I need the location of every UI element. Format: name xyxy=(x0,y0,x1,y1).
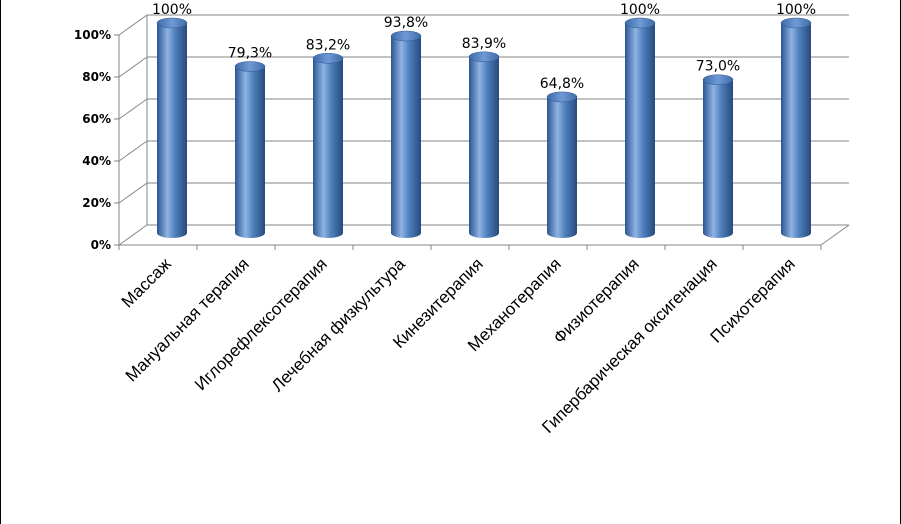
grid-diagonal xyxy=(118,224,148,246)
grid-diagonal xyxy=(118,14,148,36)
y-tick-label: 0% xyxy=(91,238,111,252)
data-label: 79,3% xyxy=(228,45,272,61)
bar-top xyxy=(312,53,344,64)
bar-body xyxy=(235,66,265,238)
bar xyxy=(624,17,656,238)
y-tick-label: 40% xyxy=(82,154,111,168)
bar-body xyxy=(547,96,577,238)
bar xyxy=(156,17,188,238)
category-label: Массаж xyxy=(118,254,175,311)
y-tick-label: 20% xyxy=(82,196,111,210)
bar xyxy=(312,53,344,238)
data-label: 83,9% xyxy=(462,36,506,52)
bar-top xyxy=(468,51,500,63)
bar-top xyxy=(390,30,422,42)
bars-layer xyxy=(156,17,812,239)
grid-diagonal xyxy=(118,56,148,78)
data-label: 64,8% xyxy=(540,76,584,92)
data-label: 100% xyxy=(152,2,192,18)
grid-diagonal xyxy=(118,140,148,162)
bar-top xyxy=(702,74,734,85)
bar-body xyxy=(313,58,343,238)
bar xyxy=(468,51,500,239)
grid-diagonal xyxy=(118,98,148,120)
bar-body xyxy=(781,23,811,238)
bar xyxy=(780,17,812,238)
category-label: Иглорефлексотерапия xyxy=(191,254,331,394)
bar-top xyxy=(546,91,578,103)
y-tick-label: 60% xyxy=(82,112,111,126)
floor-right-edge xyxy=(820,224,850,246)
bar-top xyxy=(156,17,188,29)
grid-diagonal xyxy=(118,182,148,204)
bar-top xyxy=(624,17,656,29)
bar xyxy=(390,30,422,238)
bar xyxy=(234,61,266,238)
bar xyxy=(546,91,578,238)
data-label: 93,8% xyxy=(384,15,428,31)
data-label: 83,2% xyxy=(306,37,350,53)
data-label: 100% xyxy=(776,2,816,18)
data-label: 100% xyxy=(620,2,660,18)
bar-body xyxy=(625,23,655,238)
y-tick-label: 80% xyxy=(82,70,111,84)
bar xyxy=(702,74,734,238)
bar-body xyxy=(157,23,187,238)
y-tick-label: 100% xyxy=(74,28,111,42)
bar-body xyxy=(469,56,499,239)
category-label: Гипербарическая оксигенация xyxy=(538,254,721,437)
data-label: 73,0% xyxy=(696,59,740,75)
bar-body xyxy=(391,36,421,238)
bar-body xyxy=(703,79,733,238)
bar-top xyxy=(780,17,812,29)
bar-top xyxy=(234,61,266,72)
category-label: Лечебная физкультура xyxy=(268,254,409,395)
